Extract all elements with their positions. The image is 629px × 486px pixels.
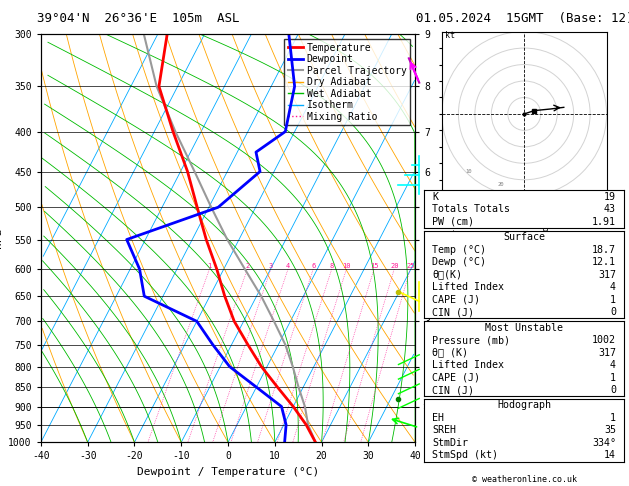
Text: 20: 20 xyxy=(498,182,504,188)
X-axis label: Dewpoint / Temperature (°C): Dewpoint / Temperature (°C) xyxy=(137,467,319,477)
Text: 1: 1 xyxy=(610,295,616,305)
Text: StmDir: StmDir xyxy=(432,438,468,448)
Text: Totals Totals: Totals Totals xyxy=(432,204,510,214)
Text: 317: 317 xyxy=(598,347,616,358)
Text: 4: 4 xyxy=(286,263,290,269)
Legend: Temperature, Dewpoint, Parcel Trajectory, Dry Adiabat, Wet Adiabat, Isotherm, Mi: Temperature, Dewpoint, Parcel Trajectory… xyxy=(284,39,410,125)
Text: 19: 19 xyxy=(604,191,616,202)
Text: © weatheronline.co.uk: © weatheronline.co.uk xyxy=(472,474,577,484)
Text: 0: 0 xyxy=(610,307,616,317)
Text: PW (cm): PW (cm) xyxy=(432,217,474,226)
Text: 39°04'N  26°36'E  105m  ASL: 39°04'N 26°36'E 105m ASL xyxy=(37,12,240,25)
Text: 35: 35 xyxy=(604,425,616,435)
Text: CAPE (J): CAPE (J) xyxy=(432,373,480,382)
Text: Dewp (°C): Dewp (°C) xyxy=(432,257,486,267)
Text: StmSpd (kt): StmSpd (kt) xyxy=(432,451,498,460)
Text: 1LCL: 1LCL xyxy=(423,403,440,410)
Text: kt: kt xyxy=(445,31,455,40)
Text: Most Unstable: Most Unstable xyxy=(485,323,563,332)
Text: 25: 25 xyxy=(406,263,415,269)
Text: 8: 8 xyxy=(330,263,334,269)
Text: 1: 1 xyxy=(610,373,616,382)
Text: 317: 317 xyxy=(598,270,616,279)
Text: 4: 4 xyxy=(610,282,616,292)
Text: Lifted Index: Lifted Index xyxy=(432,360,504,370)
Text: 4: 4 xyxy=(610,360,616,370)
Text: Hodograph: Hodograph xyxy=(497,400,551,411)
Text: 14: 14 xyxy=(604,451,616,460)
Text: θᴄ(K): θᴄ(K) xyxy=(432,270,462,279)
Text: 10: 10 xyxy=(465,169,472,174)
Text: 20: 20 xyxy=(390,263,399,269)
Text: 01.05.2024  15GMT  (Base: 12): 01.05.2024 15GMT (Base: 12) xyxy=(416,12,629,25)
Text: Surface: Surface xyxy=(503,232,545,242)
Y-axis label: hPa: hPa xyxy=(0,228,3,248)
Text: 10: 10 xyxy=(342,263,351,269)
Text: 6: 6 xyxy=(311,263,315,269)
Text: Lifted Index: Lifted Index xyxy=(432,282,504,292)
Text: K: K xyxy=(432,191,438,202)
Text: 1.91: 1.91 xyxy=(592,217,616,226)
Text: 2: 2 xyxy=(245,263,250,269)
Text: Mixing Ratio (g/kg): Mixing Ratio (g/kg) xyxy=(542,191,550,286)
Text: EH: EH xyxy=(432,413,444,423)
Y-axis label: km
ASL: km ASL xyxy=(436,228,457,248)
Text: 18.7: 18.7 xyxy=(592,244,616,255)
Text: SREH: SREH xyxy=(432,425,456,435)
Text: 0: 0 xyxy=(610,385,616,395)
Text: 3: 3 xyxy=(269,263,273,269)
Text: 12.1: 12.1 xyxy=(592,257,616,267)
Text: θᴄ (K): θᴄ (K) xyxy=(432,347,468,358)
Text: CAPE (J): CAPE (J) xyxy=(432,295,480,305)
Text: 43: 43 xyxy=(604,204,616,214)
Text: Pressure (mb): Pressure (mb) xyxy=(432,335,510,345)
Text: 15: 15 xyxy=(370,263,378,269)
Text: Temp (°C): Temp (°C) xyxy=(432,244,486,255)
Text: 1002: 1002 xyxy=(592,335,616,345)
Text: 1: 1 xyxy=(208,263,211,269)
Text: 334°: 334° xyxy=(592,438,616,448)
Text: CIN (J): CIN (J) xyxy=(432,307,474,317)
Text: 1: 1 xyxy=(610,413,616,423)
Text: CIN (J): CIN (J) xyxy=(432,385,474,395)
